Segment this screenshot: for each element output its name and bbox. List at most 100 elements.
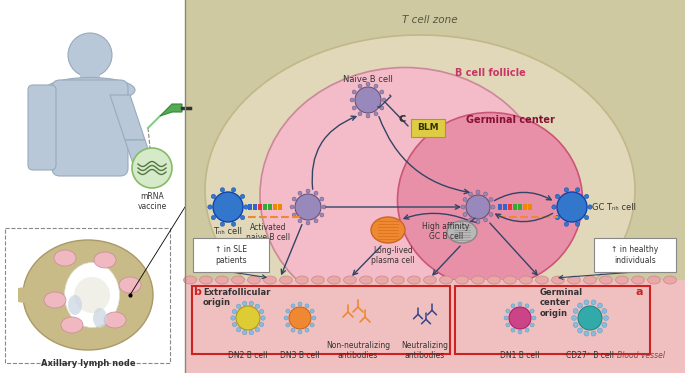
- Circle shape: [489, 213, 493, 216]
- Circle shape: [374, 84, 378, 88]
- Ellipse shape: [488, 276, 501, 284]
- Circle shape: [236, 304, 241, 308]
- Ellipse shape: [295, 276, 308, 284]
- Circle shape: [314, 219, 318, 223]
- Text: a: a: [636, 287, 643, 297]
- Circle shape: [352, 90, 356, 94]
- Circle shape: [320, 213, 324, 217]
- Circle shape: [530, 309, 534, 313]
- Text: B cell follicle: B cell follicle: [455, 68, 525, 78]
- Text: DN2 B cell: DN2 B cell: [228, 351, 268, 360]
- Circle shape: [466, 195, 490, 219]
- FancyBboxPatch shape: [503, 204, 507, 210]
- Circle shape: [289, 307, 311, 329]
- FancyBboxPatch shape: [518, 204, 522, 210]
- FancyBboxPatch shape: [28, 85, 56, 170]
- Circle shape: [504, 316, 508, 320]
- Circle shape: [213, 192, 243, 222]
- Circle shape: [575, 222, 580, 226]
- Ellipse shape: [279, 276, 292, 284]
- Ellipse shape: [54, 250, 76, 266]
- Circle shape: [577, 328, 582, 333]
- Circle shape: [306, 189, 310, 193]
- Circle shape: [132, 148, 172, 188]
- Circle shape: [557, 192, 587, 222]
- Circle shape: [588, 205, 593, 209]
- Circle shape: [291, 328, 295, 332]
- Circle shape: [260, 322, 264, 327]
- Circle shape: [366, 114, 370, 118]
- Ellipse shape: [536, 276, 549, 284]
- Circle shape: [292, 213, 296, 217]
- Circle shape: [573, 322, 578, 327]
- Circle shape: [374, 112, 378, 116]
- Circle shape: [603, 316, 608, 320]
- Circle shape: [556, 194, 560, 198]
- Text: DN1 B cell: DN1 B cell: [500, 351, 540, 360]
- Ellipse shape: [447, 221, 477, 243]
- FancyBboxPatch shape: [193, 238, 269, 272]
- Circle shape: [575, 188, 580, 192]
- FancyBboxPatch shape: [528, 204, 532, 210]
- Circle shape: [290, 205, 294, 209]
- Circle shape: [509, 307, 531, 329]
- Circle shape: [382, 98, 386, 102]
- Circle shape: [584, 300, 589, 305]
- Circle shape: [286, 309, 290, 313]
- Circle shape: [236, 327, 241, 332]
- Circle shape: [463, 197, 467, 201]
- Text: CD27⁺ B cell: CD27⁺ B cell: [566, 351, 614, 360]
- Text: ↑ in healthy
individuals: ↑ in healthy individuals: [612, 245, 658, 265]
- Circle shape: [518, 330, 522, 334]
- Ellipse shape: [264, 276, 277, 284]
- Circle shape: [578, 306, 602, 330]
- Circle shape: [355, 87, 381, 113]
- Circle shape: [584, 215, 589, 220]
- Circle shape: [584, 194, 589, 198]
- Circle shape: [506, 323, 510, 327]
- Circle shape: [469, 218, 473, 222]
- Circle shape: [584, 331, 589, 336]
- Ellipse shape: [23, 240, 153, 350]
- FancyBboxPatch shape: [80, 73, 100, 89]
- Ellipse shape: [371, 217, 405, 243]
- FancyBboxPatch shape: [5, 228, 170, 363]
- Circle shape: [525, 328, 529, 332]
- Circle shape: [322, 205, 326, 209]
- Ellipse shape: [104, 312, 126, 328]
- Circle shape: [236, 306, 260, 330]
- Circle shape: [511, 328, 515, 332]
- Circle shape: [232, 222, 236, 226]
- Ellipse shape: [551, 276, 564, 284]
- Circle shape: [564, 222, 569, 226]
- Text: Germinal center: Germinal center: [466, 115, 554, 125]
- Text: Extrafollicular
origin: Extrafollicular origin: [203, 288, 271, 307]
- Ellipse shape: [232, 276, 245, 284]
- Ellipse shape: [584, 276, 597, 284]
- Circle shape: [352, 106, 356, 110]
- Ellipse shape: [423, 276, 436, 284]
- Circle shape: [571, 316, 577, 320]
- FancyBboxPatch shape: [594, 238, 676, 272]
- Circle shape: [366, 82, 370, 86]
- FancyBboxPatch shape: [0, 0, 185, 373]
- Polygon shape: [125, 140, 155, 170]
- Circle shape: [597, 328, 603, 333]
- Circle shape: [242, 301, 247, 305]
- Ellipse shape: [199, 276, 212, 284]
- Circle shape: [260, 309, 264, 314]
- FancyBboxPatch shape: [411, 119, 445, 137]
- Circle shape: [231, 316, 235, 320]
- Circle shape: [240, 215, 245, 220]
- Ellipse shape: [44, 292, 66, 308]
- Circle shape: [232, 188, 236, 192]
- Circle shape: [292, 197, 296, 201]
- Circle shape: [530, 323, 534, 327]
- Ellipse shape: [392, 276, 405, 284]
- Circle shape: [310, 309, 314, 313]
- Circle shape: [211, 215, 216, 220]
- Text: Tₙₕ cell: Tₙₕ cell: [214, 227, 242, 236]
- Circle shape: [380, 106, 384, 110]
- Ellipse shape: [440, 276, 453, 284]
- Ellipse shape: [647, 276, 660, 284]
